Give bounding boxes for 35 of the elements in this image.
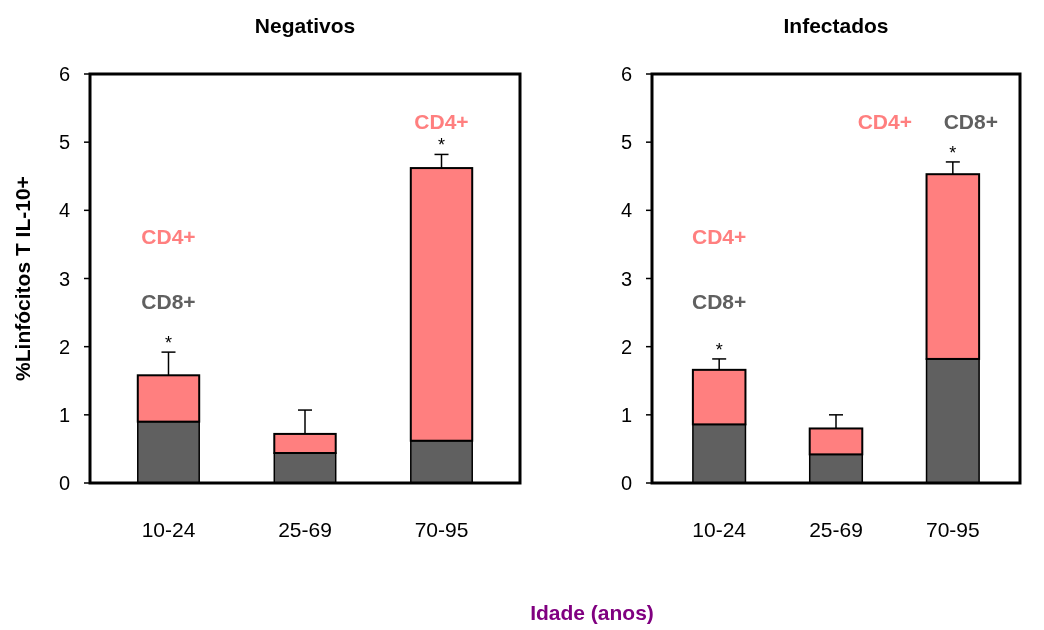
text: CD8+: [692, 290, 747, 313]
annotation: *: [715, 339, 723, 360]
y-tick-label: 0: [620, 472, 632, 494]
annotation: *: [164, 333, 172, 354]
annotation: *: [438, 135, 446, 156]
x-tick-label: 10-24: [141, 518, 196, 541]
annotation: CD8+: [943, 110, 998, 133]
chart-title: Infectados: [783, 14, 889, 37]
x-tick-label: 10-24: [692, 518, 747, 541]
annotation: CD4+: [857, 110, 912, 133]
x-tick-label: 25-69: [278, 518, 332, 541]
annotation: *: [949, 142, 957, 163]
y-tick-label: 2: [58, 335, 70, 358]
y-tick-label: 6: [58, 63, 70, 85]
y-tick-label: 1: [620, 403, 632, 426]
chart-title: Negativos: [254, 14, 356, 37]
annotation: CD4+: [414, 110, 469, 133]
text: CD4+: [692, 225, 747, 248]
y-tick-label: 4: [58, 199, 70, 222]
y-tick-label: 5: [58, 131, 70, 154]
y-tick-label: 3: [58, 267, 70, 290]
text: CD4+: [141, 225, 196, 248]
y-axis-title: %Linfócitos T IL-10+: [11, 176, 34, 381]
x-tick-label: 25-69: [809, 518, 863, 541]
y-tick-label: 6: [620, 63, 632, 85]
y-tick-label: 2: [620, 335, 632, 358]
text: CD8+: [141, 290, 196, 313]
y-tick-label: 5: [620, 131, 632, 154]
y-tick-label: 0: [58, 472, 70, 494]
x-tick-label: 70-95: [925, 518, 980, 541]
x-axis-title: Idade (anos): [530, 601, 654, 624]
y-tick-label: 1: [58, 403, 70, 426]
y-tick-label: 4: [620, 199, 632, 222]
x-tick-label: 70-95: [414, 518, 469, 541]
y-tick-label: 3: [620, 267, 632, 290]
